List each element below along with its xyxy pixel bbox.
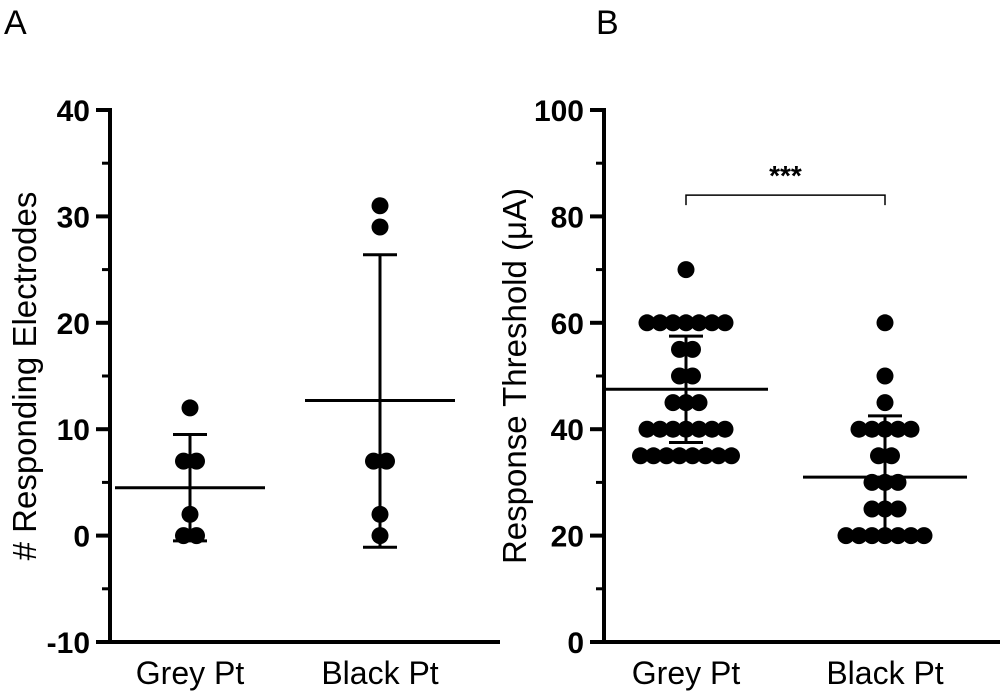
y-tick-label: 80: [551, 201, 584, 234]
data-point: [175, 527, 192, 545]
data-point: [710, 447, 727, 465]
data-point: [703, 314, 721, 332]
panel-label-b: B: [596, 4, 619, 42]
x-category-label: Black Pt: [826, 655, 943, 691]
data-point: [863, 420, 881, 438]
y-tick-label: 30: [57, 201, 90, 234]
y-tick-label: 0: [567, 627, 584, 660]
data-point: [902, 420, 920, 438]
y-tick-label: -10: [47, 627, 90, 660]
panel-a-chart: -10 0 10 20 30 40 # Responding Electrodes Grey …: [6, 95, 500, 691]
y-tick-label: 60: [551, 308, 584, 341]
data-point: [863, 500, 881, 518]
data-point: [365, 452, 382, 470]
data-point: [915, 527, 933, 545]
data-point: [876, 527, 894, 545]
y-tick-label: 20: [57, 308, 90, 341]
panel-label-a: A: [4, 4, 27, 42]
data-point: [684, 447, 701, 465]
x-category-label: Black Pt: [321, 655, 438, 691]
data-point: [690, 314, 708, 332]
data-point: [850, 527, 868, 545]
y-tick-label: 0: [73, 521, 90, 554]
data-point: [188, 452, 205, 470]
data-point: [876, 367, 894, 385]
data-point: [690, 394, 708, 412]
data-point: [863, 473, 881, 491]
data-point: [638, 314, 656, 332]
data-point: [703, 420, 721, 438]
data-point: [716, 420, 734, 438]
data-point: [870, 447, 887, 465]
data-point: [863, 527, 881, 545]
data-point: [677, 261, 695, 279]
data-point: [876, 420, 894, 438]
data-point: [664, 314, 682, 332]
data-point: [697, 447, 714, 465]
data-point: [716, 314, 734, 332]
data-point: [876, 473, 894, 491]
y-tick-label: 40: [551, 414, 584, 447]
data-point: [690, 420, 708, 438]
data-point: [378, 452, 395, 470]
y-axis-title: # Responding Electrodes: [6, 192, 43, 561]
data-point: [664, 420, 682, 438]
data-point: [684, 367, 701, 385]
data-point: [677, 314, 695, 332]
y-tick-label: 40: [57, 95, 90, 128]
data-point: [889, 527, 907, 545]
data-point: [684, 340, 701, 358]
y-tick-label: 100: [534, 95, 584, 128]
significance-bracket: [685, 194, 886, 206]
data-point: [658, 447, 675, 465]
data-point: [723, 447, 740, 465]
data-point: [371, 505, 389, 523]
data-point: [671, 367, 688, 385]
data-point: [876, 394, 894, 412]
data-point: [837, 527, 855, 545]
data-point: [889, 500, 907, 518]
y-tick-label: 10: [57, 414, 90, 447]
data-point: [876, 500, 894, 518]
data-point: [671, 340, 688, 358]
data-point: [181, 505, 199, 523]
y-tick-label: 20: [551, 521, 584, 554]
data-point: [645, 447, 662, 465]
x-category-label: Grey Pt: [632, 655, 741, 691]
significance-label: ***: [769, 160, 802, 191]
data-point: [371, 218, 389, 236]
data-point: [664, 394, 682, 412]
y-axis-title: Response Threshold (μA): [496, 188, 533, 564]
data-point: [651, 314, 669, 332]
data-point: [371, 527, 389, 545]
data-point: [876, 314, 894, 332]
data-point: [902, 527, 920, 545]
x-category-label: Grey Pt: [136, 655, 245, 691]
data-point: [638, 420, 656, 438]
data-point: [651, 420, 669, 438]
data-point: [181, 399, 199, 417]
data-point: [889, 473, 907, 491]
data-point: [188, 527, 205, 545]
data-point: [677, 394, 695, 412]
data-point: [632, 447, 649, 465]
data-point: [677, 420, 695, 438]
data-point: [371, 197, 389, 215]
panel-b-chart: 0 20 40 60 80 100 Response Threshold (μA) Grey …: [496, 95, 1000, 691]
data-point: [889, 420, 907, 438]
data-point: [175, 452, 192, 470]
data-point: [850, 420, 868, 438]
data-point: [883, 447, 900, 465]
data-point: [671, 447, 688, 465]
